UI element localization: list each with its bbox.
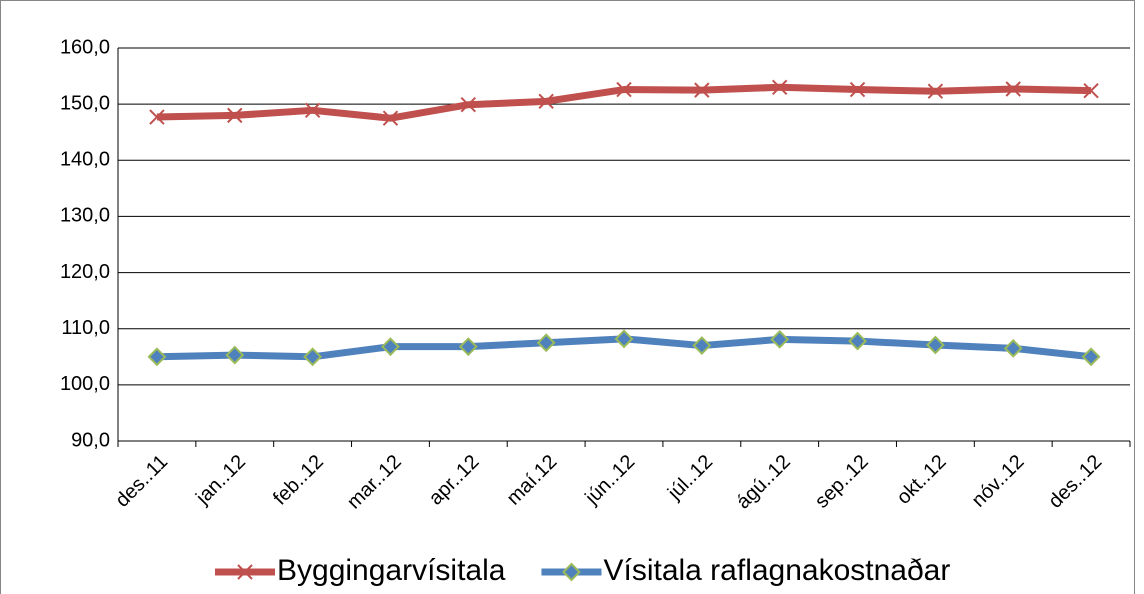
diamond-marker — [225, 345, 245, 365]
diamond-marker — [925, 335, 945, 355]
y-tick-label: 150,0 — [60, 92, 110, 114]
y-tick-label: 130,0 — [60, 205, 110, 227]
diamond-marker — [848, 331, 867, 351]
diamond-marker — [1003, 338, 1023, 358]
x-marker — [1005, 81, 1021, 97]
legend-marker — [562, 562, 581, 582]
diamond-marker — [458, 337, 478, 357]
legend: Byggingarvísitala Vísitala raflagnakostna… — [215, 554, 950, 587]
x-marker — [304, 102, 321, 119]
x-marker — [460, 96, 477, 113]
y-tick-label: 120,0 — [60, 261, 110, 283]
legend-marker — [237, 564, 253, 580]
y-tick-label: 140,0 — [60, 149, 110, 171]
diamond-marker — [536, 333, 556, 353]
x-marker — [227, 107, 243, 124]
y-tick-label: 110,0 — [61, 317, 110, 339]
x-marker — [771, 79, 788, 96]
y-tick-label: 160,0 — [60, 36, 110, 58]
x-marker — [1083, 82, 1099, 99]
diamond-marker — [770, 329, 790, 349]
x-marker — [149, 109, 165, 125]
diamond-marker — [381, 337, 400, 357]
y-tick-label: 90,0 — [71, 429, 110, 451]
x-marker — [382, 110, 399, 126]
x-marker — [927, 83, 944, 99]
x-marker — [849, 81, 866, 98]
x-marker — [616, 81, 632, 98]
diamond-marker — [147, 347, 167, 367]
legend-label: Vísitala raflagnakostnaðar — [603, 554, 950, 587]
diamond-marker — [1081, 347, 1101, 367]
y-tick-label: 100,0 — [60, 373, 110, 395]
x-marker — [538, 93, 554, 110]
x-marker — [694, 82, 710, 98]
diamond-marker — [614, 329, 634, 349]
legend-label: Byggingarvísitala — [277, 554, 506, 587]
diamond-marker — [692, 336, 712, 355]
diamond-marker — [303, 347, 323, 367]
